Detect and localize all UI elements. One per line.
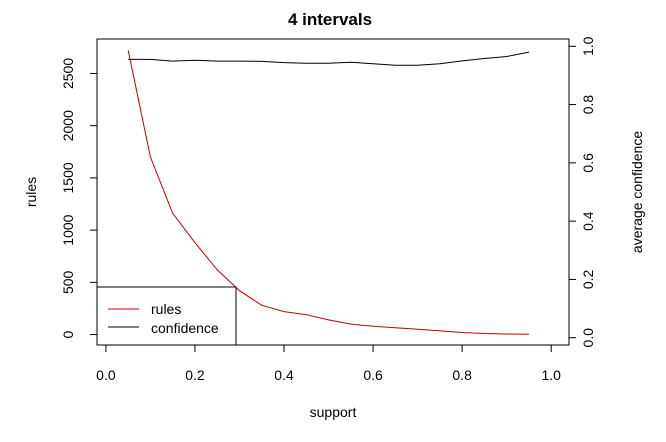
y-axis-left: 0 500 1000 1500 2000 2500 <box>60 58 97 338</box>
y2-tick-label: 0.2 <box>580 269 596 289</box>
y-axis-label: rules <box>23 177 39 207</box>
series-layer <box>127 50 529 335</box>
y2-tick-label: 0.4 <box>580 211 596 231</box>
y-axis-right: 0.0 0.2 0.4 0.6 0.8 1.0 <box>569 36 596 347</box>
legend-label-confidence: confidence <box>151 320 219 336</box>
x-tick-label: 0.4 <box>274 367 294 383</box>
x-tick-label: 1.0 <box>541 367 561 383</box>
series-line-rules <box>127 50 529 335</box>
y-tick-label: 1500 <box>60 162 76 193</box>
x-tick-label: 0.8 <box>452 367 472 383</box>
y2-axis-label: average confidence <box>629 131 645 253</box>
y2-tick-label: 0.6 <box>580 153 596 173</box>
x-tick-label: 0.6 <box>363 367 383 383</box>
y-tick-label: 500 <box>60 270 76 294</box>
x-tick-label: 0.0 <box>96 367 116 383</box>
y-tick-label: 2000 <box>60 110 76 141</box>
y2-tick-label: 0.0 <box>580 328 596 348</box>
x-tick-label: 0.2 <box>185 367 205 383</box>
y2-tick-label: 1.0 <box>580 36 596 56</box>
legend: rules confidence <box>96 286 237 346</box>
legend-label-rules: rules <box>151 301 181 317</box>
y2-tick-label: 0.8 <box>580 95 596 115</box>
legend-box <box>96 286 237 346</box>
y-tick-label: 1000 <box>60 214 76 245</box>
y-tick-label: 0 <box>60 330 76 338</box>
plot-frame <box>96 38 570 346</box>
x-axis-label: support <box>310 404 357 420</box>
y-tick-label: 2500 <box>60 58 76 89</box>
chart-title: 4 intervals <box>288 10 372 29</box>
x-axis: 0.0 0.2 0.4 0.6 0.8 1.0 <box>96 345 561 383</box>
series-line-confidence <box>128 51 529 66</box>
